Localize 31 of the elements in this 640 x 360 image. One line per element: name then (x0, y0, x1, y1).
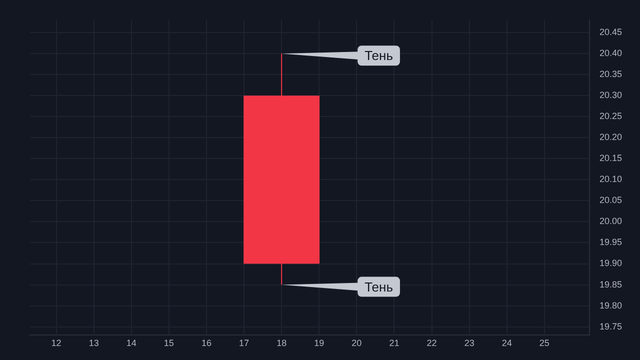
x-tick-label: 18 (276, 338, 287, 348)
x-tick-label: 17 (239, 338, 250, 348)
x-tick-label: 24 (502, 338, 512, 348)
x-tick-label: 21 (389, 338, 400, 348)
x-tick-label: 19 (314, 338, 324, 348)
y-tick-label: 19.90 (599, 258, 622, 268)
y-tick-label: 20.25 (599, 111, 622, 122)
y-tick-label: 20.15 (599, 153, 622, 164)
x-tick-label: 14 (126, 338, 136, 348)
y-tick-label: 20.10 (599, 174, 622, 184)
y-tick-label: 20.45 (599, 27, 622, 38)
x-tick-label: 12 (51, 338, 62, 348)
y-tick-label: 20.35 (599, 69, 622, 80)
x-tick-label: 16 (201, 338, 212, 348)
y-tick-label: 20.05 (599, 195, 622, 206)
y-tick-label: 20.20 (599, 132, 622, 142)
y-tick-label: 19.75 (599, 321, 622, 332)
x-tick-label: 22 (426, 338, 437, 348)
y-tick-label: 20.30 (599, 90, 622, 100)
x-tick-label: 23 (464, 338, 474, 348)
annotation: Тень (364, 48, 394, 64)
y-tick-label: 20.40 (599, 48, 622, 58)
x-tick-label: 15 (164, 338, 174, 348)
x-tick-label: 13 (88, 338, 99, 348)
y-tick-label: 20.00 (599, 216, 622, 226)
y-tick-label: 19.85 (599, 279, 622, 290)
y-tick-label: 19.80 (599, 300, 622, 310)
annotation: Тень (364, 279, 394, 294)
x-tick-label: 20 (352, 338, 362, 348)
y-tick-label: 19.95 (599, 237, 622, 248)
x-tick-label: 25 (539, 338, 550, 348)
